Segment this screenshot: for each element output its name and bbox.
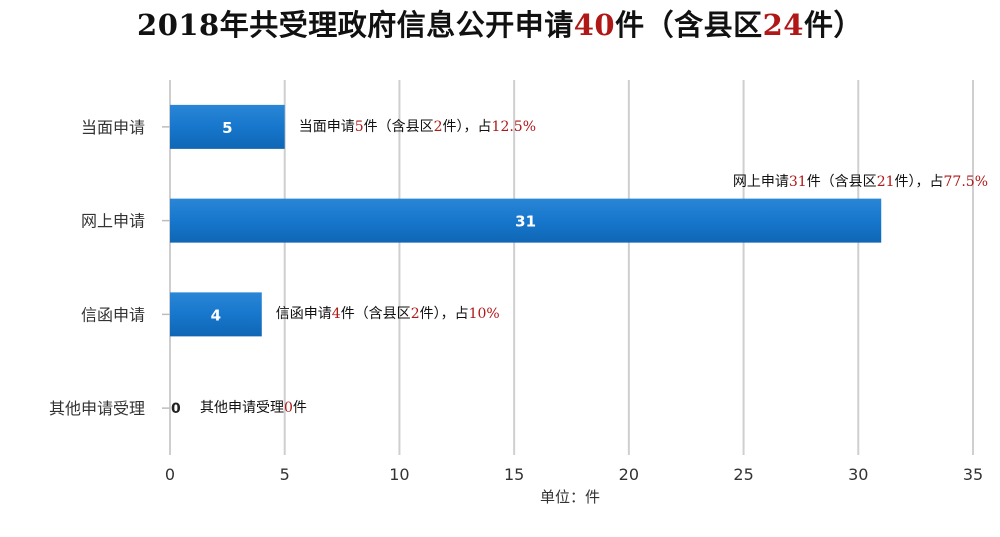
bar: [170, 104, 285, 149]
x-tick-label: 20: [619, 465, 639, 484]
bar-annotation: 其他申请受理0件: [200, 397, 307, 417]
x-tick-label: 0: [165, 465, 175, 484]
grid-lines: [283, 80, 974, 455]
x-tick-label: 25: [733, 465, 753, 484]
title-total: 40: [573, 8, 616, 42]
category-label: 其他申请受理: [49, 399, 145, 418]
bar-annotation: 当面申请5件（含县区2件），占12.5%: [299, 116, 536, 136]
category-label: 网上申请: [81, 212, 145, 231]
annotation-text: 网上申请: [732, 173, 789, 190]
y-axis: [162, 80, 171, 455]
annotation-text: 当面申请: [298, 118, 355, 135]
annotation-number: 77.5%: [943, 173, 988, 190]
annotation-text: 件（含县区: [363, 118, 434, 135]
bar: [170, 292, 262, 337]
annotation-text: 件），占: [894, 173, 944, 190]
title-middle: 件（含县区: [615, 8, 763, 42]
x-tick-label: 10: [389, 465, 409, 484]
annotation-text: 件（含县区: [340, 306, 411, 323]
x-tick-label: 30: [848, 465, 868, 484]
bar-annotation: 信函申请4件（含县区2件），占10%: [276, 303, 500, 323]
category-label: 信函申请: [81, 305, 145, 324]
data-label: 5: [222, 119, 232, 137]
title-county: 24: [762, 8, 804, 42]
category-label: 当面申请: [81, 118, 145, 137]
annotation-number: 31: [788, 173, 807, 190]
annotation-text: 件: [292, 400, 307, 417]
annotation-text: 件），占: [442, 118, 492, 135]
chart-title: 2018年共受理政府信息公开申请40件（含县区24件）: [0, 2, 1000, 44]
annotation-text: 件（含县区: [806, 173, 877, 190]
title-suffix: 件）: [803, 8, 863, 42]
x-tick-label: 35: [963, 465, 983, 484]
bars: [170, 104, 882, 337]
annotation-number: 2: [410, 306, 420, 323]
annotation-number: 5: [354, 118, 364, 135]
bar: [170, 198, 882, 243]
x-tick-label: 5: [280, 465, 290, 484]
annotation-text: 信函申请: [275, 306, 332, 323]
bar-annotation: 网上申请31件（含县区21件），占77.5%: [733, 171, 988, 191]
data-label: 0: [171, 401, 181, 417]
annotation-number: 21: [876, 173, 895, 190]
annotation-text: 其他申请受理: [200, 400, 284, 417]
x-tick-label: 15: [504, 465, 524, 484]
data-label: 31: [515, 213, 536, 231]
data-label: 4: [211, 306, 221, 324]
annotation-number: 4: [331, 306, 341, 323]
annotation-text: 件），占: [419, 306, 469, 323]
annotation-number: 2: [433, 118, 443, 135]
annotation-number: 0: [284, 400, 293, 417]
title-prefix: 2018年共受理政府信息公开申请: [137, 8, 574, 42]
annotation-number: 12.5%: [491, 118, 537, 135]
x-axis-label: 单位：件: [540, 488, 600, 506]
annotation-number: 10%: [468, 306, 500, 323]
